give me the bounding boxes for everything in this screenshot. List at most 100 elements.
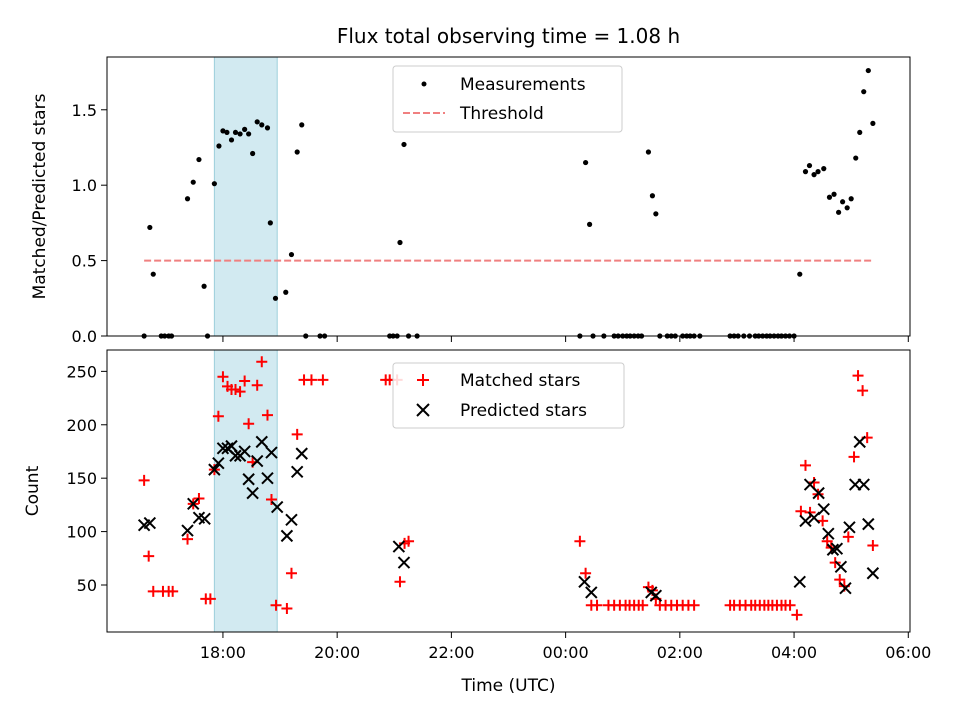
legend-marker-measurements	[421, 81, 427, 87]
shaded-observing-span	[213, 56, 278, 337]
predicted-star-point	[250, 454, 264, 468]
x-axis-label: Time (UTC)	[461, 676, 556, 696]
matched-star-point	[167, 585, 179, 597]
measurement-point	[797, 271, 803, 277]
predicted-star-point	[826, 543, 840, 556]
measurement-point	[190, 179, 196, 185]
measurement-point	[237, 131, 243, 137]
x-tick-label: 06:00	[885, 643, 931, 662]
predicted-star-point	[578, 575, 591, 589]
matched-star-point	[147, 585, 159, 597]
y-tick-label: 1.5	[72, 101, 97, 120]
measurement-point	[216, 143, 222, 149]
matched-star-point	[270, 599, 282, 611]
y-tick-label: 200	[66, 416, 97, 435]
matched-star-point	[808, 476, 820, 488]
matched-star-point	[143, 550, 155, 562]
measurement-point	[283, 289, 289, 295]
measurement-point	[840, 199, 846, 205]
measurement-point	[815, 169, 821, 175]
predicted-star-point	[290, 465, 304, 478]
x-tick-label: 00:00	[543, 643, 589, 662]
y-ticks-bottom: 50 100 150 200 250	[66, 362, 107, 595]
matched-star-point	[305, 374, 317, 386]
matched-star-point	[193, 492, 205, 504]
matched-star-point	[182, 533, 194, 545]
predicted-star-point	[280, 529, 294, 543]
matched-star-point	[394, 576, 406, 588]
predicted-star-point	[285, 513, 298, 527]
x-tick-label: 04:00	[771, 643, 817, 662]
predicted-star-point	[392, 540, 406, 553]
x-tick-label: 18:00	[200, 643, 246, 662]
measurement-point	[232, 129, 239, 136]
y-tick-label: 50	[77, 576, 97, 595]
measurement-point	[653, 211, 659, 217]
matched-star-point	[817, 515, 829, 527]
measurement-point	[259, 122, 265, 128]
predicted-star-point	[187, 497, 200, 511]
predicted-star-point	[830, 542, 844, 555]
plot-frame-bottom	[106, 349, 911, 633]
measurement-point	[211, 181, 217, 187]
legend-top: Measurements Threshold	[392, 65, 623, 133]
matched-star-point	[317, 374, 329, 386]
predicted-star-point	[857, 478, 870, 491]
y-tick-label: 250	[66, 362, 97, 381]
predicted-star-point	[585, 586, 598, 599]
matched-star-point	[799, 459, 811, 471]
matched-star-point	[574, 535, 586, 547]
predicted-star-point	[843, 521, 856, 534]
matched-star-point	[688, 599, 700, 611]
x-tick-label: 02:00	[657, 643, 703, 662]
legend-frame-top	[392, 65, 623, 133]
legend-label-measurements: Measurements	[460, 75, 586, 95]
measurement-point	[802, 169, 809, 175]
predicted-star-point	[261, 471, 274, 485]
measurement-point	[649, 193, 656, 199]
series-top	[141, 67, 876, 339]
measurement-point	[806, 162, 813, 169]
matched-star-point	[580, 567, 592, 579]
predicted-star-point	[812, 486, 825, 500]
y-tick-label: 1.0	[72, 176, 97, 195]
predicted-star-point	[238, 445, 251, 458]
matched-star-point	[239, 375, 251, 387]
measurement-point	[201, 283, 207, 289]
series-bottom	[137, 356, 880, 621]
matched-star-point	[285, 567, 297, 579]
measurement-point	[150, 271, 156, 277]
measurement-point	[401, 141, 407, 148]
matched-star-point	[403, 535, 415, 547]
matched-star-point	[791, 609, 803, 621]
measurement-point	[848, 196, 854, 202]
measurement-point	[224, 129, 230, 136]
matched-star-point	[251, 379, 263, 391]
matched-star-point	[212, 410, 224, 422]
matched-star-point	[243, 418, 255, 430]
measurement-point	[242, 126, 248, 132]
predicted-star-point	[255, 435, 268, 449]
measurement-point	[831, 191, 837, 197]
predicted-star-point	[862, 517, 875, 531]
predicted-star-point	[799, 514, 812, 528]
matched-star-point	[852, 370, 864, 382]
legend-marker-matched-stars	[417, 374, 429, 386]
predicted-star-point	[246, 486, 259, 500]
y-axis-label-top: Matched/Predicted stars	[30, 93, 50, 299]
matched-star-point	[591, 599, 603, 611]
matched-star-point	[867, 539, 879, 551]
panel-star-counts: 50 100 150 200 250 18:00 20:00 22:00 00:00 02:00…	[23, 349, 931, 696]
predicted-star-point	[839, 581, 852, 595]
matched-star-point	[784, 599, 796, 611]
measurement-point	[583, 159, 589, 166]
measurement-point	[254, 119, 260, 125]
measurement-point	[645, 149, 652, 155]
measurement-point	[220, 128, 226, 134]
matched-star-point	[261, 409, 273, 421]
y-tick-label: 0.0	[72, 327, 97, 346]
matched-star-point	[637, 599, 649, 611]
matched-star-point	[217, 371, 229, 383]
x-tick-label: 20:00	[314, 643, 360, 662]
predicted-star-point	[834, 560, 848, 574]
